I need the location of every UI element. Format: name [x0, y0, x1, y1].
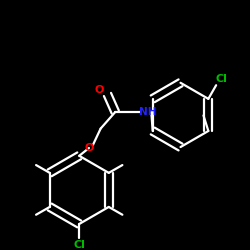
Text: O: O [95, 84, 104, 94]
Text: O: O [84, 143, 94, 153]
Text: NH: NH [139, 107, 156, 117]
Text: Cl: Cl [73, 240, 85, 250]
Text: Cl: Cl [215, 74, 227, 84]
